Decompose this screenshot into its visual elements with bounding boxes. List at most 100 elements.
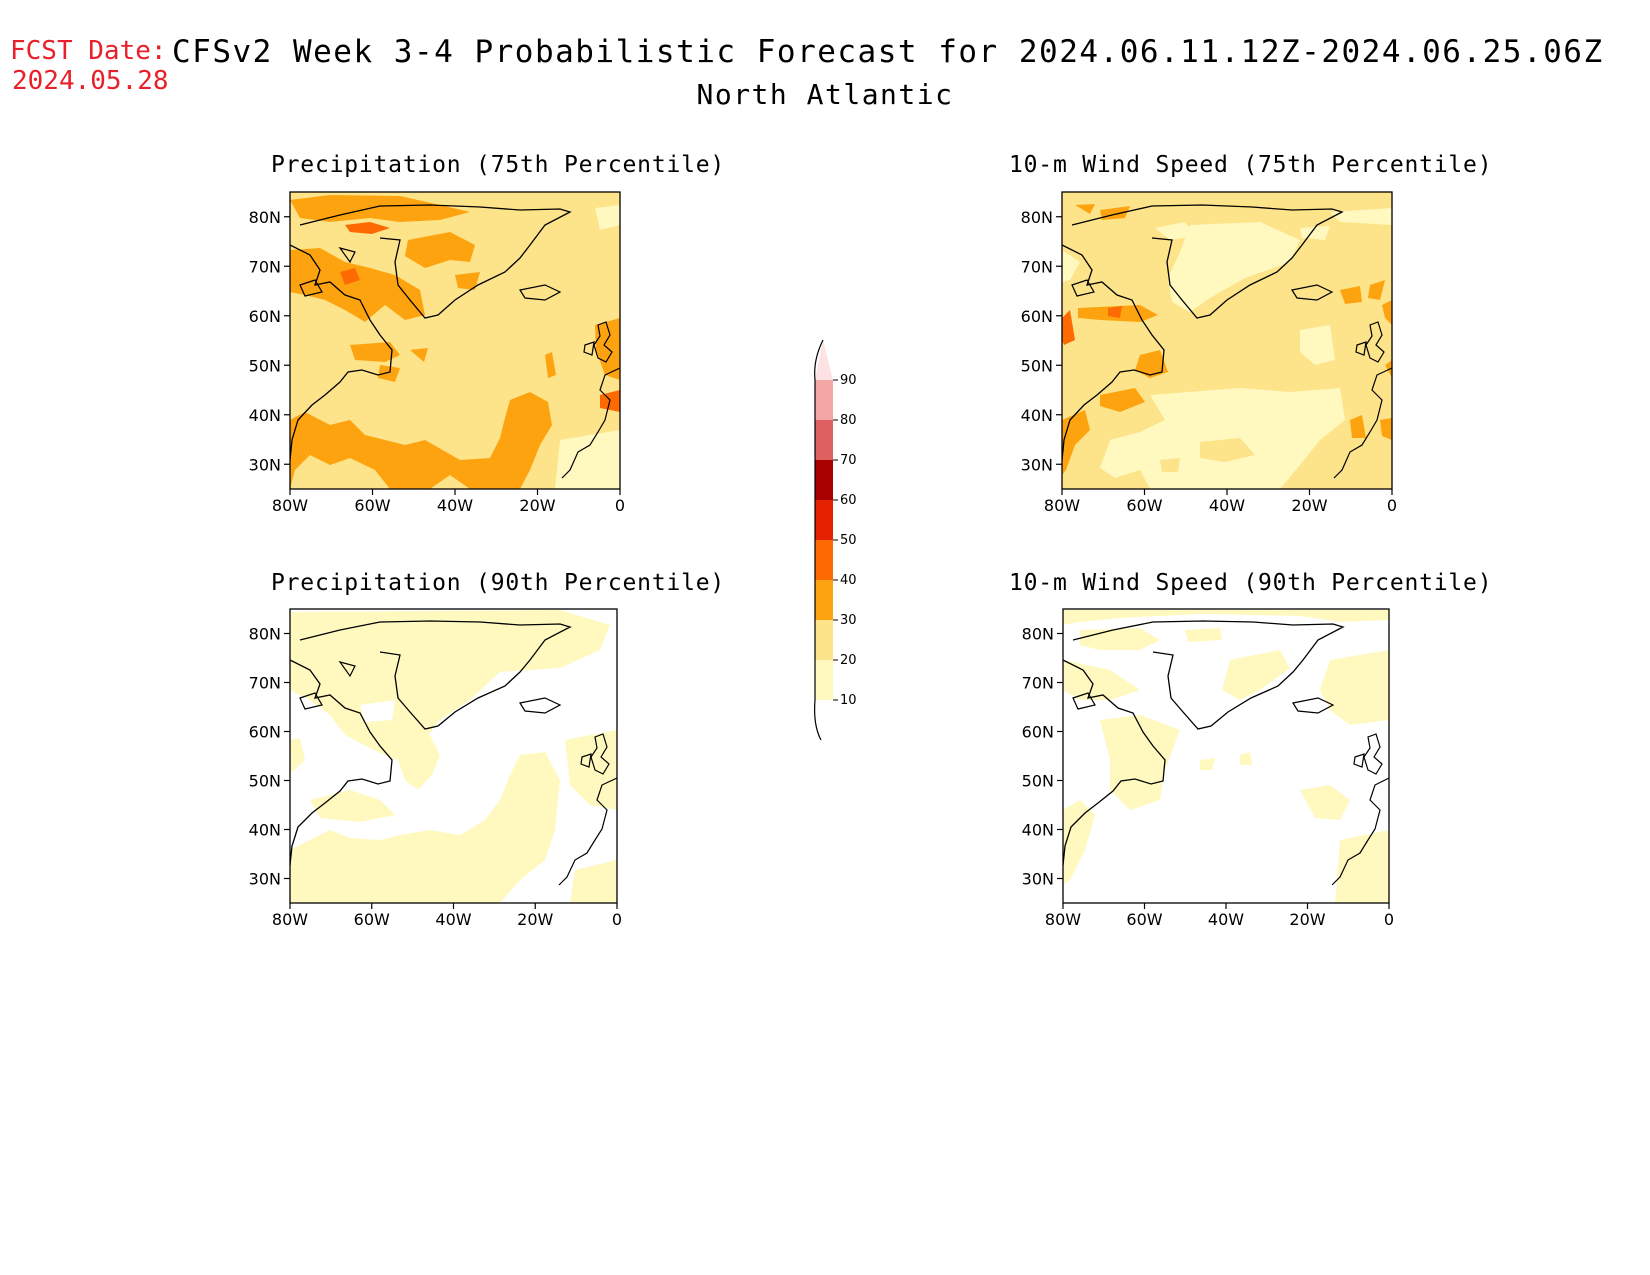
colorbar-tick-label: 40 [840,573,857,588]
colorbar-box [815,580,833,620]
lon-tick-label: 0 [615,496,625,515]
lat-tick-label: 70N [249,674,281,693]
lat-tick-label: 60N [249,307,281,326]
panel-title-wind-75: 10-m Wind Speed (75th Percentile) [1009,152,1493,178]
lat-tick-label: 70N [1022,674,1054,693]
probability-region [1100,715,1180,810]
coastline [583,321,613,363]
probability-region [455,272,480,290]
lat-tick-label: 70N [249,257,281,276]
probability-region [378,365,400,382]
panel-title-wind-90: 10-m Wind Speed (90th Percentile) [1009,570,1493,596]
probability-region [360,700,395,722]
lat-tick-label: 40N [1021,406,1053,425]
probability-region [290,392,552,489]
colorbar-box [815,660,833,700]
lon-tick-label: 80W [272,910,308,929]
lat-tick-label: 30N [249,870,281,889]
lat-tick-label: 40N [1022,821,1054,840]
probability-region [405,232,475,268]
coastline [558,777,617,886]
colorbar-tick-label: 70 [840,453,857,468]
coastline [1072,620,1345,730]
lon-tick-label: 60W [1126,910,1162,929]
lat-tick-label: 30N [1021,455,1053,474]
lon-tick-label: 20W [1289,910,1325,929]
lon-tick-label: 40W [1209,496,1245,515]
lon-tick-label: 80W [272,496,308,515]
probability-region [1063,800,1095,885]
probability-region [350,342,400,362]
lon-tick-label: 0 [1384,910,1394,929]
probability-region [398,735,440,790]
probability-region [290,248,425,322]
probability-region [1062,250,1080,282]
probability-region [1063,610,1389,625]
coastline [1071,204,1344,319]
lon-tick-label: 80W [1045,910,1081,929]
probability-region [595,205,620,230]
region-subtitle: North Atlantic [696,78,954,111]
probability-region [290,752,560,903]
lat-tick-label: 30N [1022,870,1054,889]
probability-region [340,268,360,285]
probability-region [1340,280,1392,325]
lat-tick-label: 70N [1021,257,1053,276]
panel-title-precip-90: Precipitation (90th Percentile) [271,570,726,596]
lat-tick-label: 30N [249,455,281,474]
probability-region [1300,785,1389,903]
lat-tick-label: 60N [1022,723,1054,742]
colorbar-legend: 10 20 30 40 50 60 70 80 90 [814,339,857,741]
lat-tick-label: 50N [249,772,281,791]
colorbar-box [815,380,833,420]
probability-region [1100,350,1168,412]
map-panel-wind-75 [1061,191,1393,490]
lat-tick-label: 60N [249,723,281,742]
colorbar-box [815,420,833,460]
probability-region [1300,325,1335,365]
colorbar-tick-label: 60 [840,493,857,508]
probability-region [290,195,470,222]
coastline [1072,692,1335,714]
lat-tick-label: 50N [1022,772,1054,791]
probability-region [290,738,305,772]
lat-tick-label: 50N [249,356,281,375]
lon-tick-label: 0 [1387,496,1397,515]
probability-region [555,430,620,489]
lon-tick-label: 40W [437,496,473,515]
probability-region [1075,204,1130,220]
probability-region [1108,306,1122,318]
colorbar-box [815,500,833,540]
lon-tick-label: 40W [1208,910,1244,929]
colorbar-upper-cap-outline [814,339,824,381]
coastline [580,733,610,775]
lat-tick-label: 40N [249,821,281,840]
probability-region [1062,310,1075,345]
lat-tick-label: 40N [249,406,281,425]
colorbar-box [815,540,833,580]
coastline [1355,321,1385,363]
probability-region [345,222,390,234]
probability-region [1350,360,1392,440]
map-panel-precip-75 [289,191,621,490]
coastline [299,204,572,319]
probability-region [1062,410,1090,475]
lat-tick-label: 80N [249,208,281,227]
lon-tick-label: 20W [517,910,553,929]
coastline [1333,367,1392,479]
lat-tick-label: 50N [1021,356,1053,375]
colorbar-tick-label: 30 [840,613,857,628]
coastline [299,246,562,301]
colorbar-box [815,620,833,660]
probability-region [1155,208,1392,240]
lon-tick-label: 60W [1126,496,1162,515]
page-title: CFSv2 Week 3-4 Probabilistic Forecast fo… [172,34,1604,70]
colorbar-box [815,460,833,500]
coastline [1071,279,1334,301]
colorbar-tick-label: 20 [840,653,857,668]
lat-tick-label: 80N [249,625,281,644]
probability-region [410,348,428,362]
lon-tick-label: 20W [1291,496,1327,515]
lat-tick-label: 80N [1022,625,1054,644]
